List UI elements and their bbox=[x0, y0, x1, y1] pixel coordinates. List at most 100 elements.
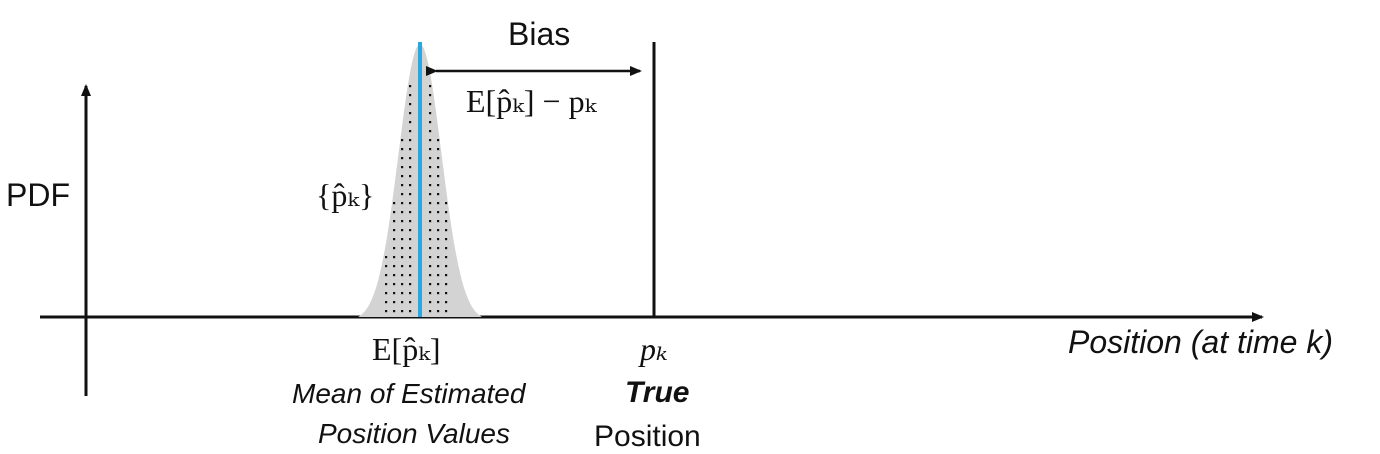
hatch-dot bbox=[429, 121, 432, 124]
hatch-dot bbox=[429, 292, 432, 295]
hatch-dot bbox=[429, 94, 432, 97]
hatch-dot bbox=[409, 256, 412, 259]
hatch-dot bbox=[437, 202, 440, 205]
hatch-dot bbox=[429, 283, 432, 286]
hatch-dot bbox=[429, 220, 432, 223]
hatch-dot bbox=[445, 220, 448, 223]
hatch-dot bbox=[429, 166, 432, 169]
hatch-dot bbox=[429, 184, 432, 187]
hatch-dot bbox=[429, 193, 432, 196]
hatch-dot bbox=[401, 247, 404, 250]
hatch-dot bbox=[409, 139, 412, 142]
hatch-dot bbox=[445, 238, 448, 241]
hatch-dot bbox=[393, 220, 396, 223]
hatch-dot bbox=[445, 247, 448, 250]
hatch-dot bbox=[409, 238, 412, 241]
bias-label: Bias bbox=[508, 16, 571, 52]
hatch-dot bbox=[401, 193, 404, 196]
hatch-dot bbox=[429, 139, 432, 142]
estimate-set-label: {p̂ₖ} bbox=[316, 177, 375, 213]
hatch-dot bbox=[437, 175, 440, 178]
hatch-dot bbox=[409, 184, 412, 187]
hatch-dot bbox=[393, 283, 396, 286]
hatch-dot bbox=[409, 301, 412, 304]
hatch-dot bbox=[393, 310, 396, 313]
hatch-dot bbox=[409, 265, 412, 268]
hatch-dot bbox=[409, 121, 412, 124]
hatch-dot bbox=[429, 175, 432, 178]
hatch-dot bbox=[401, 229, 404, 232]
hatch-dot bbox=[393, 265, 396, 268]
hatch-dot bbox=[409, 166, 412, 169]
hatch-dot bbox=[409, 274, 412, 277]
estimate-distribution bbox=[358, 42, 482, 317]
hatch-dot bbox=[401, 202, 404, 205]
hatch-dot bbox=[401, 175, 404, 178]
hatch-dot bbox=[401, 220, 404, 223]
hatch-dot bbox=[409, 211, 412, 214]
hatch-dot bbox=[437, 148, 440, 151]
distribution-hatching bbox=[385, 85, 448, 313]
hatch-dot bbox=[409, 175, 412, 178]
hatch-dot bbox=[429, 310, 432, 313]
bias-formula: E[p̂ₖ] − pₖ bbox=[466, 83, 597, 119]
hatch-dot bbox=[445, 265, 448, 268]
y-axis-label: PDF bbox=[6, 177, 70, 213]
hatch-dot bbox=[429, 301, 432, 304]
hatch-dot bbox=[393, 292, 396, 295]
true-caption: Position bbox=[594, 420, 701, 453]
hatch-dot bbox=[401, 184, 404, 187]
hatch-dot bbox=[393, 229, 396, 232]
hatch-dot bbox=[429, 130, 432, 133]
hatch-dot bbox=[401, 256, 404, 259]
hatch-dot bbox=[437, 211, 440, 214]
hatch-dot bbox=[429, 229, 432, 232]
hatch-dot bbox=[437, 247, 440, 250]
hatch-dot bbox=[445, 256, 448, 259]
hatch-dot bbox=[437, 229, 440, 232]
hatch-dot bbox=[437, 301, 440, 304]
hatch-dot bbox=[409, 283, 412, 286]
hatch-dot bbox=[385, 292, 388, 295]
hatch-dot bbox=[429, 211, 432, 214]
hatch-dot bbox=[401, 157, 404, 160]
hatch-dot bbox=[393, 238, 396, 241]
hatch-dot bbox=[437, 184, 440, 187]
true-position-symbol: pₖ bbox=[640, 331, 668, 367]
hatch-dot bbox=[429, 274, 432, 277]
hatch-dot bbox=[437, 283, 440, 286]
hatch-dot bbox=[437, 238, 440, 241]
hatch-dot bbox=[393, 274, 396, 277]
hatch-dot bbox=[401, 310, 404, 313]
hatch-dot bbox=[401, 148, 404, 151]
hatch-dot bbox=[393, 211, 396, 214]
mean-caption-line1: Mean of Estimated bbox=[292, 378, 526, 409]
hatch-dot bbox=[437, 166, 440, 169]
hatch-dot bbox=[429, 85, 432, 88]
hatch-dot bbox=[409, 148, 412, 151]
hatch-dot bbox=[409, 292, 412, 295]
hatch-dot bbox=[409, 229, 412, 232]
hatch-dot bbox=[437, 274, 440, 277]
hatch-dot bbox=[437, 157, 440, 160]
hatch-dot bbox=[445, 301, 448, 304]
hatch-dot bbox=[445, 292, 448, 295]
hatch-dot bbox=[409, 103, 412, 106]
hatch-dot bbox=[445, 229, 448, 232]
hatch-dot bbox=[437, 265, 440, 268]
mean-caption-line2: Position Values bbox=[318, 418, 510, 449]
hatch-dot bbox=[409, 193, 412, 196]
hatch-dot bbox=[445, 274, 448, 277]
hatch-dot bbox=[401, 238, 404, 241]
hatch-dot bbox=[409, 112, 412, 115]
mean-symbol: E[p̂ₖ] bbox=[372, 331, 441, 367]
hatch-dot bbox=[409, 220, 412, 223]
hatch-dot bbox=[429, 112, 432, 115]
hatch-dot bbox=[429, 148, 432, 151]
hatch-dot bbox=[409, 247, 412, 250]
hatch-dot bbox=[445, 310, 448, 313]
hatch-dot bbox=[429, 157, 432, 160]
hatch-dot bbox=[393, 256, 396, 259]
